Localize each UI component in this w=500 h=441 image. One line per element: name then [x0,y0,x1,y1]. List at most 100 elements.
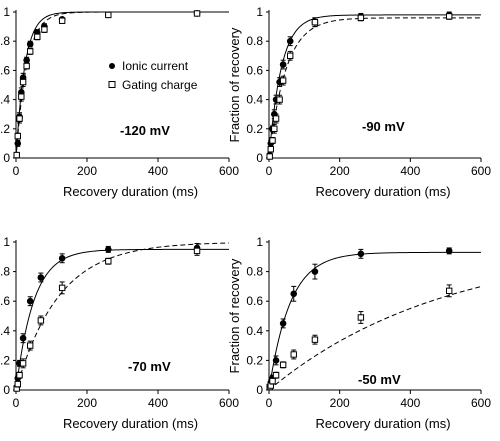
data-point-square [271,125,278,132]
data-point-square [276,96,283,103]
data-point-square [105,258,112,265]
x-tick-label: 0 [13,164,20,178]
y-axis-label: Fraction of recovery [227,258,242,373]
x-axis-label: Recovery duration (ms) [315,416,450,431]
panel-voltage-label: -50 mV [358,372,401,387]
data-point-square [18,93,25,100]
gating-charge-series [13,242,230,392]
y-tick-label: 0.2 [0,353,10,367]
fit-curve [15,248,229,391]
data-point-square [27,342,34,349]
data-point-square [311,19,319,26]
panel-voltage-label: -90 mV [362,119,405,134]
gating-charge-series [266,284,482,391]
legend-label: Ionic current [122,59,189,73]
y-tick-label: 0.2 [246,353,263,367]
x-tick-label: 600 [471,164,491,178]
data-point-square [446,13,453,20]
data-point-square [287,52,294,59]
panel-2: 0 200 400 600 0 0.2 0.4 0.6 0.8 1 Recovery duratio… [227,5,491,199]
fit-curve [268,17,481,159]
gating-charge-series [266,12,481,160]
y-tick-label: 0.4 [0,93,10,107]
data-point-circle [19,334,27,342]
fit-curve [268,286,482,391]
data-point-square [19,360,27,367]
x-tick-label: 200 [330,164,350,178]
data-point-circle [58,254,66,262]
data-point-square [311,336,319,343]
data-point-square [266,153,273,160]
legend-marker-square [108,81,116,88]
x-tick-label: 0 [13,396,20,410]
data-point-circle [26,297,34,305]
x-tick-label: 200 [77,164,97,178]
data-point-circle [445,247,453,255]
data-point-circle [279,320,287,327]
ionic-current-series [266,11,481,159]
y-tick-label: 0.6 [0,63,10,77]
y-tick-label: 0.6 [246,294,263,308]
data-point-square [37,317,45,324]
x-tick-label: 600 [219,164,239,178]
data-point-square [193,247,201,255]
y-tick-label: 1 [3,235,10,249]
data-point-circle [37,274,45,281]
data-point-square [58,17,66,24]
legend-item: Ionic current [109,59,189,73]
fit-curve [268,251,481,391]
y-tick-label: 0.2 [246,122,263,136]
x-axis-label: Recovery duration (ms) [315,184,450,199]
y-tick-label: 0.8 [246,34,263,48]
data-point-square [16,372,23,379]
x-tick-label: 0 [266,396,273,410]
data-point-square [269,137,276,144]
x-tick-label: 400 [148,396,168,410]
y-tick-label: 0.6 [246,63,263,77]
y-tick-label: 0.6 [0,294,10,308]
data-point-square [13,151,20,159]
legend-item: Gating charge [108,78,198,92]
data-point-circle [272,357,280,364]
y-tick-label: 1 [256,235,263,249]
y-tick-label: 0.8 [0,265,10,279]
data-point-square [446,287,453,295]
data-point-square [23,62,30,70]
gating-charge-series [13,10,229,159]
x-tick-label: 600 [219,396,239,410]
x-axis-label: Recovery duration (ms) [63,184,198,199]
panel-voltage-label: -70 mV [128,359,171,374]
data-point-square [14,380,21,388]
y-axis-label: Fraction of recovery [227,27,242,142]
data-point-square [357,14,365,22]
data-point-square [16,115,23,122]
panel-voltage-label: -120 mV [120,123,170,138]
data-point-square [272,372,280,379]
legend-label: Gating charge [122,78,198,92]
y-tick-label: 1 [256,5,263,19]
x-axis-label: Recovery duration (ms) [63,416,198,431]
data-point-square [193,10,201,17]
y-tick-label: 1 [3,5,10,19]
panel-4: 0 200 400 600 0 0.2 0.4 0.6 0.8 1 Recovery duratio… [227,235,491,431]
panel-1: 0 200 400 600 0 0.2 0.4 0.6 0.8 1 Recovery duratio… [0,5,239,199]
fit-curve [268,14,481,159]
x-tick-label: 600 [471,396,491,410]
legend: Ionic current Gating charge [108,59,198,92]
panel-3: 0 200 400 600 0 0.2 0.4 0.6 0.8 1 Recovery duratio… [0,235,239,431]
y-tick-label: 0 [256,383,263,397]
y-tick-label: 0 [3,151,10,165]
data-point-square [357,314,365,321]
y-tick-label: 0 [256,151,263,165]
x-tick-label: 0 [266,164,273,178]
data-point-square [14,132,21,140]
fit-curve [15,242,230,391]
data-point-square [267,146,274,153]
x-tick-label: 400 [400,164,420,178]
ionic-current-series [266,247,481,391]
data-point-square [279,361,287,369]
y-tick-label: 0.4 [246,93,263,107]
data-point-square [19,78,27,86]
ionic-current-series [13,242,229,391]
x-tick-label: 200 [330,396,350,410]
